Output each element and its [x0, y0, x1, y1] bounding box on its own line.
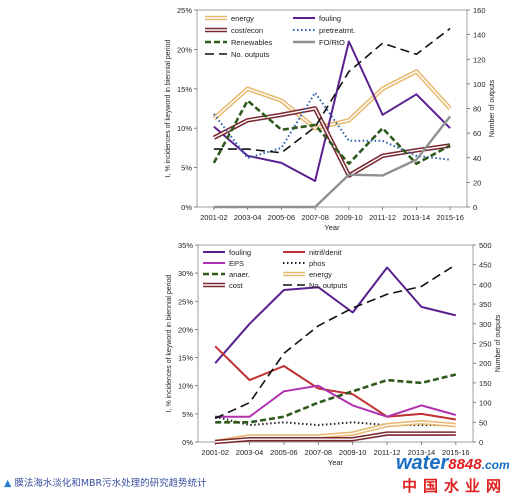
site-watermark-logo: water8848.com 中国水业网	[396, 452, 518, 498]
right-tick-label: 100	[473, 80, 486, 89]
x-tick-label: 2005-06	[270, 448, 298, 457]
x-tick-label: 2007-08	[305, 448, 333, 457]
x-tick-label: 2011-12	[374, 448, 401, 457]
x-axis-title: Year	[324, 223, 340, 232]
y2-axis-title: Number of outputs	[495, 314, 502, 372]
right-tick-label: 150	[479, 379, 492, 388]
chart-2: 0% 5% 10% 15% 20% 25% 30% 35% 0 50 100 150 200 250 300…	[166, 241, 502, 467]
series-line-pretreatmt-	[213, 91, 451, 161]
right-tick-label: 140	[473, 31, 486, 40]
right-tick-label: 300	[479, 320, 492, 329]
series-line-eps	[215, 384, 457, 418]
watermark-chinese: 中国水业网	[402, 477, 508, 495]
series-line-anaer-	[215, 373, 457, 424]
figure-caption: ▲ 膜法海水淡化和MBR污水处理的研究趋势统计	[4, 475, 207, 489]
right-tick-label: 0	[479, 438, 483, 447]
legend-label: energy	[309, 270, 332, 279]
y-axis-title: I, % incidences of keyword in biennial p…	[165, 40, 172, 178]
x-tick-label: 2001-02	[201, 448, 229, 457]
left-tick-label: 15%	[177, 85, 192, 94]
left-tick-label: 15%	[178, 354, 193, 363]
left-tick-label: 5%	[182, 410, 193, 419]
right-tick-label: 0	[473, 203, 477, 212]
left-tick-label: 25%	[178, 297, 193, 306]
series-line-no-outputs	[213, 27, 451, 154]
left-tick-label: 35%	[178, 241, 193, 250]
right-tick-label: 500	[479, 241, 492, 250]
left-tick-label: 25%	[177, 6, 192, 15]
series-line-renewables	[212, 99, 451, 165]
series-line-no-outputs	[214, 264, 457, 420]
left-tick-label: 20%	[178, 325, 193, 334]
right-tick-label: 100	[479, 399, 492, 408]
x-tick-label: 2003-04	[234, 213, 262, 222]
legend-label: fouling	[229, 248, 251, 257]
legend-label: nitrif/denit	[309, 248, 342, 257]
right-tick-label: 50	[479, 418, 487, 427]
left-tick-label: 0%	[182, 438, 193, 447]
left-tick-label: 10%	[177, 124, 192, 133]
x-tick-label: 2009-10	[339, 448, 367, 457]
x-tick-label: 2015-16	[442, 448, 470, 457]
legend-label: EPS	[229, 259, 244, 268]
right-tick-label: 160	[473, 6, 486, 15]
series-line-energy-inner	[213, 70, 451, 129]
x-tick-label: 2013-14	[403, 213, 431, 222]
left-tick-label: 30%	[178, 269, 193, 278]
chart-1: 0% 5% 10% 15% 20% 25% 0 20 40 60 80 100 120 140 160 200…	[165, 6, 496, 232]
legend-label: cost/econ	[231, 26, 263, 35]
legend-label: cost	[229, 281, 244, 290]
legend-label: No. outputs	[309, 281, 348, 290]
legend-label: Renewables	[231, 38, 273, 47]
y2-axis-title: Number of outputs	[489, 79, 496, 137]
right-tick-label: 80	[473, 105, 481, 114]
x-axis-title: Year	[328, 458, 344, 467]
left-tick-label: 5%	[181, 164, 192, 173]
right-tick-label: 60	[473, 129, 481, 138]
watermark-domain: .com	[481, 458, 510, 472]
x-tick-label: 2003-04	[236, 448, 264, 457]
x-tick-label: 2007-08	[301, 213, 329, 222]
series-line-fo-rto	[213, 115, 452, 209]
right-tick-label: 450	[479, 261, 492, 270]
triangle-bullet-icon: ▲	[4, 478, 12, 489]
left-tick-label: 10%	[178, 382, 193, 391]
series-line-energy-inner	[215, 421, 456, 443]
right-tick-label: 20	[473, 178, 481, 187]
legend-label: fouling	[319, 14, 341, 23]
right-tick-label: 120	[473, 55, 486, 64]
legend-label: pretreatmt.	[319, 26, 355, 35]
y-axis-title: I, % incidences of keyword in biennial p…	[166, 275, 173, 413]
right-tick-label: 200	[479, 359, 492, 368]
right-tick-label: 40	[473, 154, 481, 163]
legend-label: FO/RtO	[319, 38, 345, 47]
series-line-cost-econ-inner	[213, 107, 451, 177]
watermark-number: 8848	[448, 456, 482, 473]
series-line-phos	[214, 415, 456, 427]
left-tick-label: 0%	[181, 203, 192, 212]
right-tick-label: 400	[479, 280, 492, 289]
x-tick-label: 2011-12	[369, 213, 396, 222]
legend-label: anaer.	[229, 270, 250, 279]
x-tick-label: 2001-02	[200, 213, 228, 222]
series-line-cost-inner	[215, 432, 456, 443]
series-line-nitrif-denit	[214, 345, 456, 421]
x-tick-label: 2009-10	[335, 213, 363, 222]
legend-label: energy	[231, 14, 254, 23]
legend-label: phos	[309, 259, 326, 268]
series-line-fouling	[214, 266, 457, 364]
caption-text: 膜法海水淡化和MBR污水处理的研究趋势统计	[14, 478, 207, 489]
right-tick-label: 350	[479, 300, 492, 309]
right-tick-label: 250	[479, 340, 492, 349]
left-tick-label: 20%	[177, 45, 192, 54]
watermark-word: water	[396, 452, 449, 474]
x-tick-label: 2005-06	[268, 213, 296, 222]
x-tick-label: 2015-16	[436, 213, 464, 222]
legend-label: No. outputs	[231, 50, 270, 59]
x-tick-label: 2013-14	[408, 448, 436, 457]
